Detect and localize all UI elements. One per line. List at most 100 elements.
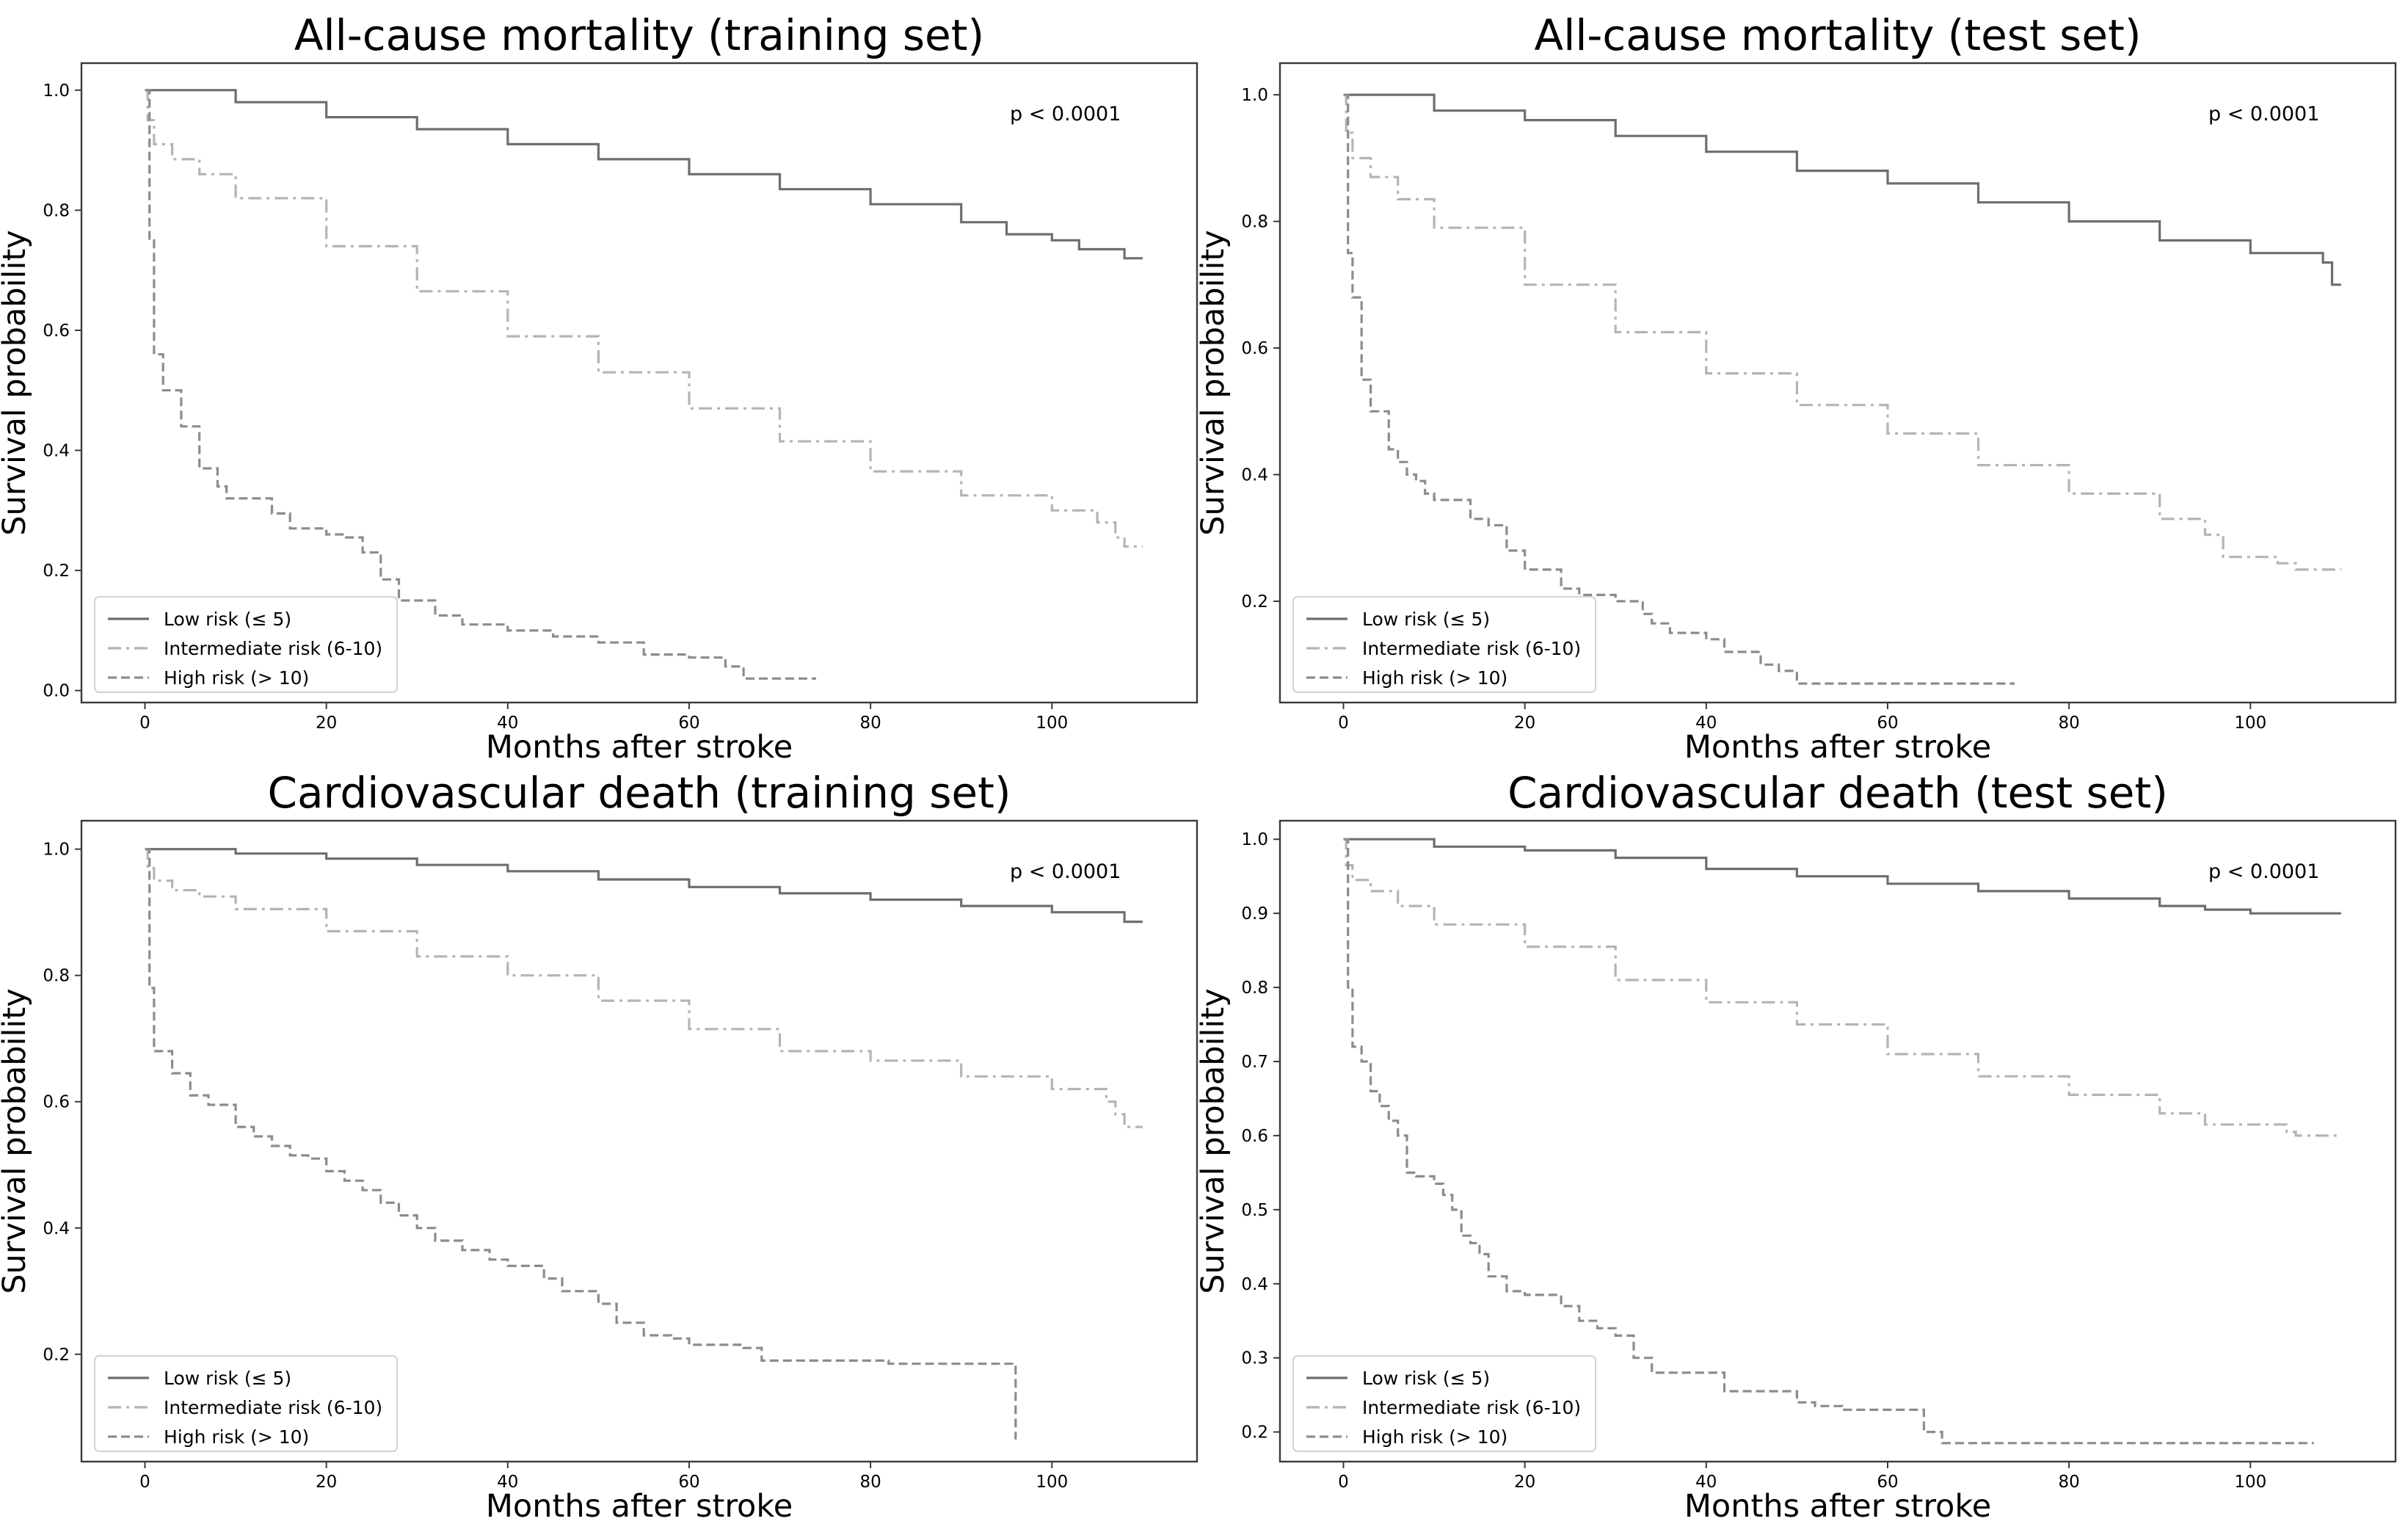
y-tick-label: 0.2 [43,1346,70,1365]
y-tick-label: 0.8 [1241,213,1268,232]
legend-label-1: Low risk (≤ 5) [164,609,291,630]
legend-label-2: Intermediate risk (6-10) [164,1397,382,1418]
series-line-1 [145,89,1143,260]
y-tick-label: 0.6 [43,1093,70,1112]
legend-label-3: High risk (> 10) [164,667,309,689]
x-tick-label: 60 [678,714,699,733]
legend-label-2: Intermediate risk (6-10) [1362,1397,1581,1418]
series-line-2 [145,848,1143,1128]
x-tick-label: 40 [497,1473,518,1492]
y-tick-label: 0.4 [1241,466,1268,485]
legend-label-2: Intermediate risk (6-10) [164,638,382,659]
y-tick-label: 1.0 [1241,86,1268,105]
x-tick-label: 40 [1695,714,1717,733]
chart-title: All-cause mortality (test set) [1535,10,2142,60]
x-tick-label: 80 [2058,1473,2079,1492]
axes-frame [80,62,1198,704]
x-tick-label: 20 [316,1473,337,1492]
axes-frame [1278,819,2397,1463]
x-tick-label: 20 [316,714,337,733]
legend-box [94,1355,398,1452]
x-tick-label: 20 [1514,714,1535,733]
x-axis-label: Months after stroke [1684,1488,1991,1524]
legend: Low risk (≤ 5) Intermediate risk (6-10) Hi… [94,596,398,693]
legend-box [1292,1355,1596,1452]
x-tick-label: 100 [1036,714,1068,733]
series-group [1343,838,2341,1445]
chart-title: All-cause mortality (training set) [294,10,984,60]
p-value-annotation: p < 0.0001 [2208,103,2319,126]
legend-label-3: High risk (> 10) [1362,1426,1507,1448]
series-group [145,89,1143,680]
series-group [1343,93,2341,685]
y-axis-label: Survival probability [0,988,33,1293]
y-tick-label: 0.4 [43,442,70,461]
x-tick-label: 20 [1514,1473,1535,1492]
legend-label-3: High risk (> 10) [164,1426,309,1448]
legend-label-2: Intermediate risk (6-10) [1362,638,1581,659]
y-axis-label: Survival probability [1195,988,1232,1293]
y-tick-label: 0.2 [43,562,70,581]
y-tick-label: 0.6 [43,322,70,341]
chart-panel-3: Cardiovascular death (training set) 0 20 40… [0,768,1198,1524]
legend-label-3: High risk (> 10) [1362,667,1507,689]
series-line-3 [145,848,1017,1440]
legend-label-1: Low risk (≤ 5) [1362,1368,1490,1389]
y-axis-label: Survival probability [0,230,33,535]
p-value-annotation: p < 0.0001 [2208,860,2319,883]
y-tick-label: 0.9 [1241,904,1268,924]
x-tick-label: 40 [497,714,518,733]
series-line-1 [145,848,1143,924]
x-tick-label: 0 [1338,714,1349,733]
y-tick-label: 1.0 [1241,830,1268,849]
y-axis-label: Survival probability [1195,230,1232,535]
y-tick-label: 0.2 [1241,592,1268,612]
y-tick-label: 1.0 [43,841,70,860]
y-tick-label: 0.8 [43,967,70,986]
x-tick-label: 60 [1877,714,1898,733]
y-tick-label: 0.7 [1241,1053,1268,1072]
axes-frame [80,819,1198,1463]
x-tick-label: 80 [859,714,881,733]
y-tick-label: 0.2 [1241,1423,1268,1443]
legend: Low risk (≤ 5) Intermediate risk (6-10) Hi… [94,1355,398,1452]
x-tick-label: 60 [678,1473,699,1492]
legend-box [94,596,398,693]
chart-panel-4: Cardiovascular death (test set) 0 20 40 60 80… [1195,768,2397,1524]
x-tick-label: 100 [1036,1473,1068,1492]
series-line-3 [145,89,816,680]
chart-title: Cardiovascular death (test set) [1507,768,2168,818]
legend-box [1292,596,1596,693]
x-tick-label: 0 [139,714,150,733]
y-tick-label: 0.8 [43,201,70,220]
x-axis-label: Months after stroke [1684,729,1991,766]
p-value-annotation: p < 0.0001 [1010,860,1121,883]
axes-frame [1278,62,2397,704]
y-tick-label: 0.3 [1241,1349,1268,1368]
y-tick-label: 0.6 [1241,1127,1268,1146]
y-tick-label: 0.0 [43,682,70,701]
x-tick-label: 100 [2234,714,2266,733]
y-tick-label: 0.5 [1241,1201,1268,1220]
x-tick-label: 60 [1877,1473,1898,1492]
y-tick-label: 0.8 [1241,979,1268,998]
x-axis-label: Months after stroke [486,1488,793,1524]
x-tick-label: 40 [1695,1473,1717,1492]
x-tick-label: 80 [2058,714,2079,733]
chart-panel-2: All-cause mortality (test set) 0 20 40 60 80 1… [1195,10,2397,766]
series-line-2 [145,89,1143,548]
legend: Low risk (≤ 5) Intermediate risk (6-10) Hi… [1292,1355,1596,1452]
x-tick-label: 0 [139,1473,150,1492]
series-line-3 [1343,93,2015,685]
x-tick-label: 0 [1338,1473,1349,1492]
chart-panel-1: All-cause mortality (training set) 0 20 40 6… [0,10,1198,766]
series-group [145,848,1143,1440]
series-line-2 [1343,93,2341,571]
y-tick-label: 1.0 [43,81,70,101]
series-line-2 [1343,838,2341,1137]
legend-label-1: Low risk (≤ 5) [164,1368,291,1389]
y-tick-label: 0.4 [43,1219,70,1238]
series-line-3 [1343,838,2314,1445]
x-axis-label: Months after stroke [486,729,793,766]
